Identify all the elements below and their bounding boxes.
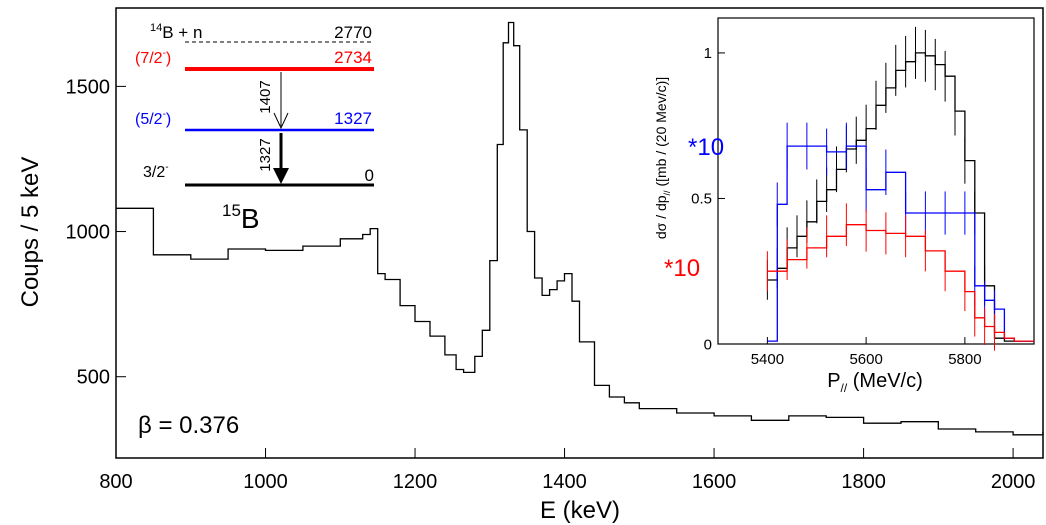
level-energy-1327: 1327 (334, 109, 372, 128)
main-x-tick-label-1: 1000 (243, 471, 288, 493)
main-x-tick-label-2: 1200 (393, 471, 438, 493)
transition-arrowhead-1327 (273, 168, 289, 184)
main-x-ticks: 800 1000 1200 1400 1600 1800 2000 (99, 448, 1035, 493)
inset-y-tick-label-0: 0 (704, 336, 712, 353)
inset-y-axis-label: dσ / dp// ([mb / (20 Mev/c)] (653, 77, 672, 239)
inset-plot-background (647, 16, 1036, 346)
main-y-tick-label-0: 500 (77, 367, 110, 389)
inset-x-tick-label-2: 5800 (948, 351, 981, 368)
level-energy-ground: 0 (365, 166, 374, 185)
inset-y-tick-label-2: 1 (704, 45, 712, 62)
main-plot: 800 1000 1200 1400 1600 1800 2000 50010001500 … (17, 7, 1044, 524)
main-x-axis-label: E (keV) (540, 497, 620, 524)
main-y-ticks: 500 1000 1500 (66, 76, 126, 389)
inset-x-tick-label-1: 5600 (849, 351, 882, 368)
inset-series-group (766, 26, 1034, 351)
main-y-axis-label: Coups / 5 keV (17, 157, 44, 308)
level-threshold-label: 14B + n (150, 22, 202, 42)
level-scheme: 14B + n 2770 (7/2-) 2734 (5/2-) 1327 3/2… (135, 22, 374, 234)
main-series-group (116, 21, 1044, 436)
main-y-tick-label-2: 1500 (66, 76, 111, 98)
level-energy-2734: 2734 (334, 48, 372, 67)
inset-plot-frame (717, 17, 1035, 345)
level-energy-threshold: 2770 (334, 23, 372, 42)
inset-series-label-red: *10 (664, 255, 700, 282)
inset-plot: 5400 5600 5800 00.51 P// (MeV/c) dσ / dp//… (647, 16, 1036, 395)
beta-annotation: β = 0.376 (138, 412, 239, 439)
transition-label-1327: 1327 (257, 138, 274, 171)
level-spin-ground: 3/2- (143, 162, 169, 181)
main-plot-frame (115, 7, 1044, 459)
main-y-tick-label-1: 1000 (66, 222, 111, 244)
main-series-line-0 (116, 21, 1044, 436)
main-x-tick-label-4: 1600 (692, 471, 737, 493)
transition-arrowhead-1407 (273, 112, 289, 130)
inset-x-ticks: 5400 5600 5800 (751, 337, 982, 368)
nucleus-label: 15B (222, 201, 260, 234)
transition-label-1407: 1407 (257, 80, 274, 113)
main-x-tick-label-0: 800 (99, 471, 132, 493)
inset-y-ticks: 00.51 (691, 45, 725, 353)
inset-y-tick-label-1: 0.5 (691, 191, 712, 208)
inset-x-axis-label: P// (MeV/c) (827, 370, 923, 395)
main-x-tick-label-6: 2000 (991, 471, 1036, 493)
main-x-tick-label-3: 1400 (542, 471, 587, 493)
main-x-tick-label-5: 1800 (841, 471, 886, 493)
level-spin-2734: (7/2-) (135, 48, 171, 67)
inset-x-tick-label-0: 5400 (751, 351, 784, 368)
inset-series-label-blue: *10 (688, 134, 724, 161)
level-spin-1327: (5/2-) (135, 109, 171, 128)
